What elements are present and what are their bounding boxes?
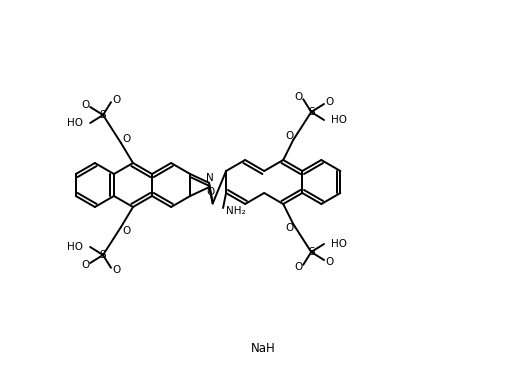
Text: O: O	[122, 226, 130, 236]
Text: S: S	[100, 110, 106, 120]
Text: O: O	[294, 92, 302, 102]
Text: N: N	[206, 173, 214, 183]
Text: O: O	[112, 95, 120, 105]
Text: HO: HO	[67, 118, 83, 128]
Text: O: O	[325, 97, 333, 107]
Text: NH₂: NH₂	[226, 206, 246, 216]
Text: HO: HO	[331, 239, 347, 249]
Text: HO: HO	[67, 242, 83, 252]
Text: O: O	[325, 257, 333, 267]
Text: O: O	[285, 131, 294, 141]
Text: S: S	[308, 107, 315, 117]
Text: S: S	[308, 247, 315, 257]
Text: O: O	[81, 260, 89, 270]
Text: O: O	[285, 223, 294, 233]
Text: O: O	[294, 262, 302, 272]
Text: HO: HO	[331, 115, 347, 125]
Text: O: O	[122, 134, 130, 144]
Text: O: O	[81, 100, 89, 110]
Text: O: O	[112, 265, 120, 275]
Text: S: S	[100, 250, 106, 260]
Text: O: O	[206, 187, 214, 197]
Text: NaH: NaH	[251, 342, 276, 355]
